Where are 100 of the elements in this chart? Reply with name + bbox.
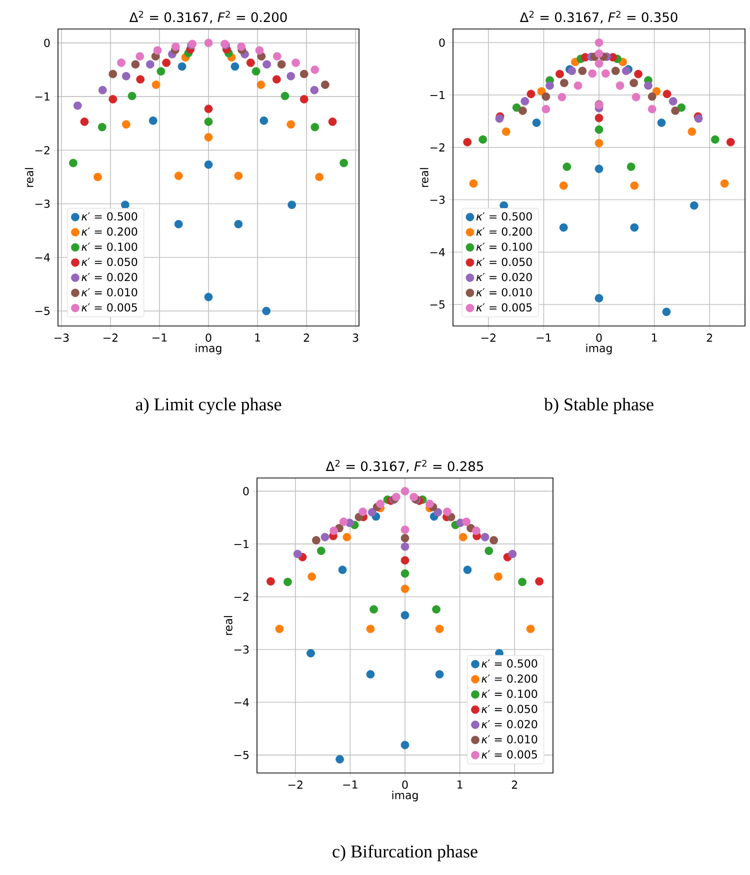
point [312, 536, 320, 544]
point [400, 526, 410, 534]
point [562, 162, 572, 171]
point [494, 572, 502, 581]
legend-label: κ′ = 0.020 [476, 272, 532, 282]
point [546, 81, 554, 90]
point [662, 308, 671, 316]
point [153, 46, 162, 55]
x-tick-label: −1 [536, 334, 551, 342]
point [300, 70, 308, 78]
point [480, 532, 490, 542]
point [342, 532, 352, 542]
legend-label: κ′ = 0.010 [482, 735, 538, 744]
point [252, 67, 260, 76]
text: b) Stable phase [544, 398, 654, 414]
point [284, 578, 292, 586]
point [634, 70, 642, 78]
point [262, 60, 272, 69]
y-tick-label: −1 [234, 540, 248, 548]
legend-label: κ′ = 0.050 [476, 258, 532, 266]
point [626, 162, 636, 171]
y-tick-label: 0 [44, 38, 50, 48]
point [502, 127, 510, 136]
legend-label: κ′ = 0.100 [476, 242, 532, 251]
point [578, 66, 587, 76]
point [316, 546, 326, 556]
point [400, 611, 410, 620]
y-tick-label: 0 [243, 487, 249, 496]
point [152, 80, 160, 89]
point [535, 577, 544, 586]
point [98, 122, 106, 132]
point [68, 158, 78, 168]
x-tick-label: 1 [652, 334, 657, 342]
y-tick-label: −3 [234, 645, 249, 654]
point [400, 542, 410, 551]
point [726, 138, 735, 146]
point [320, 532, 330, 542]
point [366, 624, 375, 634]
point [556, 70, 564, 78]
y-axis-title: real [420, 168, 428, 187]
x-tick-label: −1 [152, 334, 167, 342]
point [174, 220, 183, 228]
y-tick-label: −5 [35, 306, 50, 316]
point [286, 72, 296, 80]
x-tick-label: −2 [288, 780, 302, 789]
point [690, 201, 698, 210]
point [520, 97, 530, 106]
point [293, 550, 302, 558]
chart-title: Δ$^{2}$ = 0.3167, F$^{2}$ = 0.285 [326, 460, 484, 472]
point [266, 577, 275, 586]
point [537, 87, 546, 96]
point [286, 120, 296, 129]
point [339, 518, 348, 526]
point [677, 103, 686, 112]
legend-label: κ′ = 0.500 [482, 659, 538, 668]
point [73, 101, 82, 110]
point [237, 42, 246, 51]
chart-title: Δ$^{2}$ = 0.3167, F$^{2}$ = 0.200 [129, 10, 287, 24]
point [272, 52, 282, 61]
point [204, 104, 213, 114]
point [518, 106, 527, 115]
text: a) Limit cycle phase [136, 398, 282, 414]
point [671, 106, 680, 115]
point [710, 135, 720, 144]
point [632, 92, 640, 102]
point [94, 172, 102, 182]
point [277, 60, 286, 69]
x-tick-label: 3 [352, 334, 358, 342]
point [425, 500, 434, 508]
point [463, 566, 472, 574]
point [532, 118, 541, 127]
y-tick-label: −3 [430, 196, 445, 204]
x-tick-label: −1 [343, 780, 358, 789]
point [594, 114, 604, 122]
point [204, 133, 213, 142]
x-tick-label: 2 [304, 334, 309, 342]
point [122, 120, 130, 129]
point [117, 58, 126, 67]
point [204, 38, 213, 48]
point [594, 164, 604, 174]
point [560, 78, 568, 88]
point [400, 486, 410, 496]
point [366, 670, 375, 679]
point [108, 70, 118, 78]
x-tick-label: 0 [206, 334, 212, 342]
x-tick-label: −2 [481, 334, 496, 342]
x-tick-label: 1 [458, 780, 462, 789]
point [434, 508, 442, 516]
y-tick-label: −2 [234, 592, 248, 601]
text: c) Bifurcation phase [332, 844, 478, 862]
point [518, 578, 527, 586]
y-tick-label: −4 [234, 698, 249, 706]
x-tick-label: 1 [255, 334, 260, 342]
point [108, 95, 118, 104]
point [559, 181, 568, 190]
point [588, 69, 597, 78]
point [340, 158, 348, 168]
y-tick-label: −1 [430, 90, 444, 100]
point [472, 526, 480, 535]
point [171, 42, 180, 51]
